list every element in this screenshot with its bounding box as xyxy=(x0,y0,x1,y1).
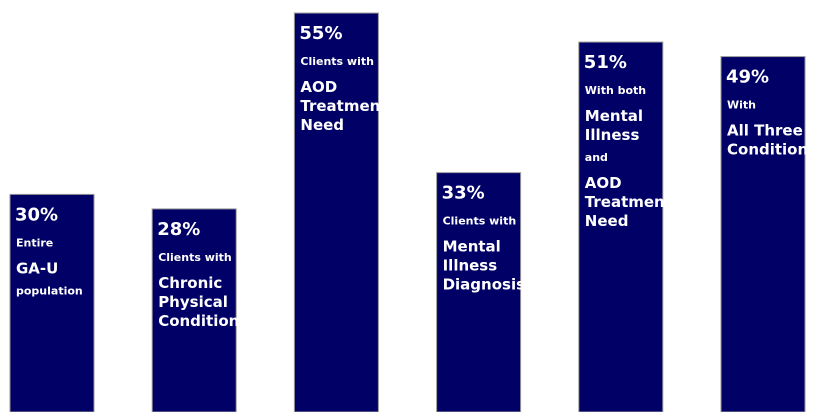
bar xyxy=(9,193,95,412)
value-label: 51% xyxy=(584,52,627,73)
bar-label: Need xyxy=(300,116,344,134)
bar-label: Diagnosis xyxy=(443,276,526,294)
bar-label: Treatment xyxy=(300,97,387,115)
bar-label: Treatment xyxy=(585,193,672,211)
value-label: 55% xyxy=(299,23,342,44)
bar-label: Need xyxy=(585,212,629,230)
bar-caption: Entire xyxy=(16,236,53,249)
value-label: 49% xyxy=(726,67,769,88)
bar xyxy=(436,172,522,412)
bar-label: AOD xyxy=(300,78,337,96)
bar-label: Illness xyxy=(585,126,640,144)
bar xyxy=(720,56,806,412)
bar xyxy=(293,12,379,412)
value-label: 28% xyxy=(157,219,200,240)
bar-label: Chronic xyxy=(158,274,222,292)
bar-caption: Clients with xyxy=(158,251,232,264)
bar-label: Mental xyxy=(585,107,643,125)
bar-label: AOD xyxy=(585,174,622,192)
bar-label: Condition xyxy=(158,312,239,330)
bar-caption: With both xyxy=(585,84,646,97)
bar-label: Mental xyxy=(443,238,501,256)
bar xyxy=(578,41,664,412)
bar-caption: and xyxy=(585,151,608,164)
value-label: 30% xyxy=(15,204,58,225)
bar-caption: population xyxy=(16,284,83,297)
bar-caption: Clients with xyxy=(443,215,517,228)
bar xyxy=(151,208,237,412)
bar-caption: Clients with xyxy=(300,55,374,68)
value-label: 33% xyxy=(442,183,485,204)
bar-label: Illness xyxy=(443,257,498,275)
bar-label: All Three xyxy=(727,122,803,140)
bar-label: Physical xyxy=(158,293,228,311)
bar-label: GA-U xyxy=(16,259,58,277)
bar-label: Conditions xyxy=(727,141,817,159)
bar-caption: With xyxy=(727,99,756,112)
